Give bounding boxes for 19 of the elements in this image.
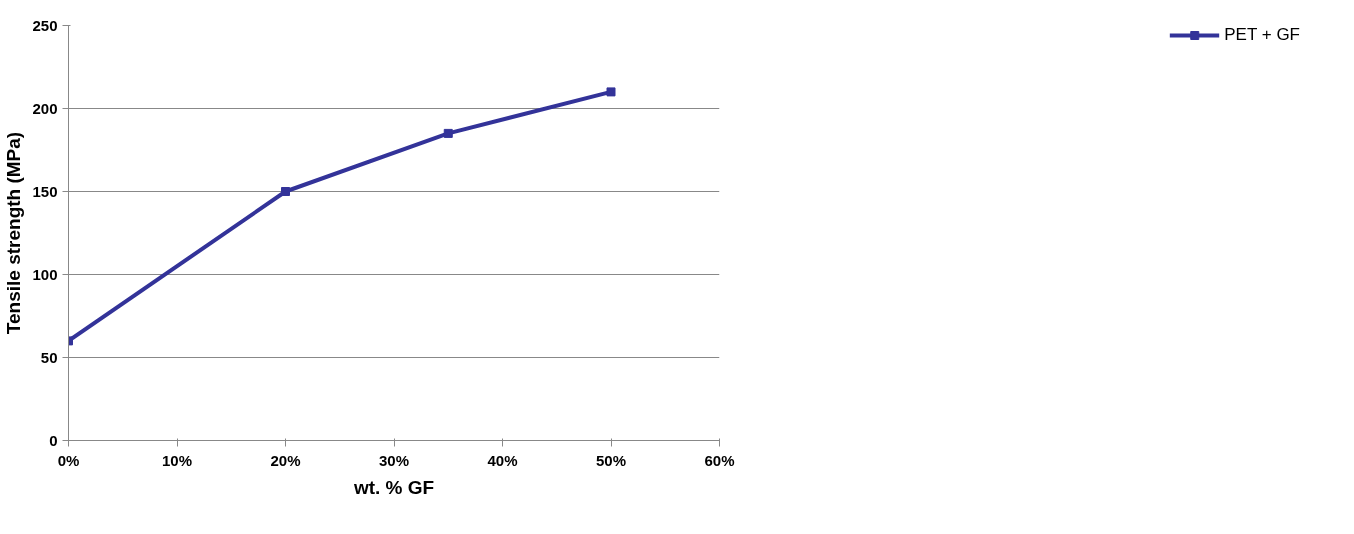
y-tick-label: 0 <box>49 431 58 449</box>
y-tick-label: 100 <box>32 265 58 283</box>
x-tick-label: 20% <box>270 451 301 469</box>
point <box>281 187 290 196</box>
x-axis-title: wt. % GF <box>352 476 435 498</box>
y-tick-label: 250 <box>32 16 58 34</box>
point <box>606 87 616 97</box>
y-tick-label: 200 <box>32 99 58 117</box>
x-tick-label: 30% <box>378 451 410 469</box>
y-tick-label: 50 <box>40 348 58 366</box>
y-tick-label: 150 <box>32 182 58 200</box>
point <box>443 128 453 138</box>
x-tick-label: 40% <box>487 451 518 469</box>
x-tick-label: 50% <box>595 451 627 469</box>
legend-label: PET + GF <box>1224 25 1300 45</box>
x-tick-label: 60% <box>704 451 735 469</box>
y-axis-title: Tensile strength (MPa) <box>3 131 25 335</box>
x-tick-label: 10% <box>161 451 193 469</box>
x-tick-label: 0% <box>57 451 80 469</box>
